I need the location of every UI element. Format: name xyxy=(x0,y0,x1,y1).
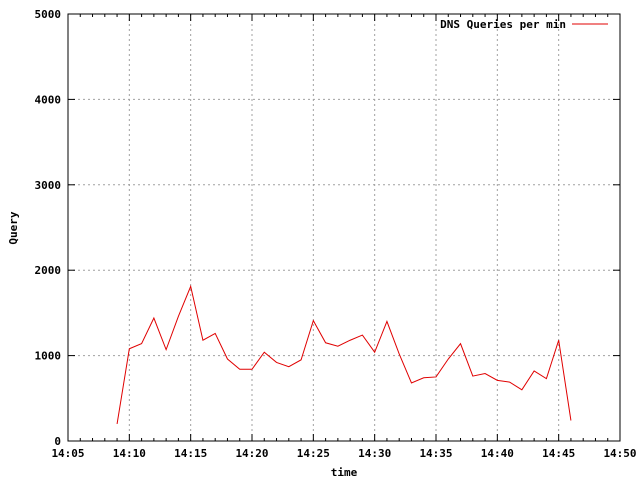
y-axis-label: Query xyxy=(7,211,20,244)
x-tick-label: 14:45 xyxy=(542,447,575,460)
x-tick-label: 14:10 xyxy=(113,447,146,460)
legend: DNS Queries per min xyxy=(440,18,608,31)
x-axis-label: time xyxy=(331,466,358,479)
x-tick-label: 14:20 xyxy=(235,447,268,460)
y-tick-label: 1000 xyxy=(35,350,62,363)
x-axis-tick-labels: 14:05 14:10 14:15 14:20 14:25 14:30 14:35 14:40… xyxy=(51,447,636,460)
legend-label: DNS Queries per min xyxy=(440,18,566,31)
x-tick-label: 14:30 xyxy=(358,447,391,460)
x-tick-label: 14:25 xyxy=(297,447,330,460)
y-tick-label: 5000 xyxy=(35,8,62,21)
plot-frame xyxy=(67,13,621,442)
grid xyxy=(68,14,620,441)
series xyxy=(116,284,572,425)
ticks xyxy=(67,13,621,442)
x-tick-label: 14:50 xyxy=(603,447,636,460)
y-tick-label: 4000 xyxy=(35,93,62,106)
x-tick-label: 14:15 xyxy=(174,447,207,460)
series-line-0 xyxy=(116,284,572,425)
y-tick-label: 3000 xyxy=(35,179,62,192)
y-tick-label: 2000 xyxy=(35,264,62,277)
y-tick-label: 0 xyxy=(54,435,61,448)
y-axis-tick-labels: 0 1000 2000 3000 4000 5000 xyxy=(35,8,62,448)
x-tick-label: 14:05 xyxy=(51,447,84,460)
x-tick-label: 14:35 xyxy=(419,447,452,460)
x-tick-label: 14:40 xyxy=(481,447,514,460)
